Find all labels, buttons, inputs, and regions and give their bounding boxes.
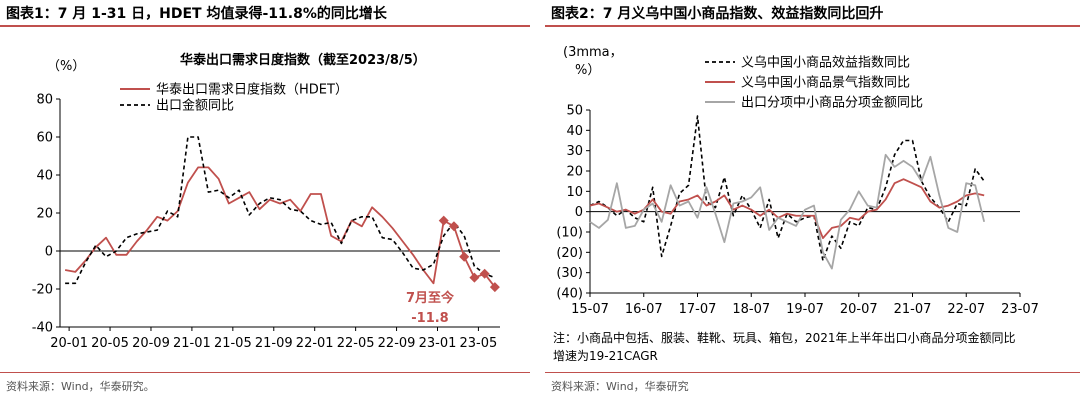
right-note: 注：小商品中包括、服装、鞋靴、玩具、箱包，2021年上半年出口小商品分项金额同比… — [553, 331, 1016, 363]
right-panel: 图表2：7 月义乌中国小商品指数、效益指数同比回升 50 40 30 20 10 0 (10… — [545, 0, 1080, 405]
left-highlight-marker — [459, 251, 470, 262]
right-source-rule — [545, 372, 1080, 373]
right-x-tick-label: 19-07 — [786, 302, 824, 317]
left-source-rule — [0, 372, 530, 373]
left-highlight-marker — [438, 215, 449, 226]
left-legend-label-0: 华泰出口需求日度指数（HDET） — [156, 82, 348, 98]
left-y-axis-label: （%） — [47, 59, 85, 74]
left-y-tick-label: 80 — [36, 93, 53, 108]
right-legend-label-2: 出口分项中小商品分项金额同比 — [741, 95, 923, 111]
right-chart: 50 40 30 20 10 0 (10) (20) (30) (40)15-07 16-07 17-… — [556, 45, 1039, 317]
right-y-tick-label: 20 — [566, 165, 583, 180]
left-highlight-marker — [479, 268, 490, 279]
left-x-tick-label: 22-05 — [337, 336, 375, 351]
left-source: 资料来源：Wind，华泰研究。 — [6, 380, 155, 393]
left-highlight-marker — [489, 282, 500, 293]
left-series-line-0 — [64, 166, 496, 288]
left-x-tick-label: 21-01 — [173, 336, 211, 351]
left-y-tick-label: 0 — [45, 245, 53, 260]
right-y-tick-label: 30 — [566, 144, 583, 159]
left-series-line-1 — [65, 136, 496, 285]
right-title-rule — [545, 25, 1080, 27]
right-figure-title: 图表2：7 月义乌中国小商品指数、效益指数同比回升 — [551, 6, 884, 22]
left-x-tick-label: 20-05 — [91, 336, 129, 351]
right-x-tick-label: 16-07 — [625, 302, 663, 317]
right-series-line-2 — [589, 153, 986, 270]
right-x-tick-label: 15-07 — [571, 302, 609, 317]
left-x-tick-label: 22-01 — [296, 336, 334, 351]
right-y-tick-label: (20) — [556, 246, 583, 261]
left-figure-title: 图表1：7 月 1-31 日，HDET 均值录得-11.8%的同比增长 — [6, 6, 387, 22]
left-annotation-period: 7月至今 — [406, 290, 455, 306]
right-legend-label-0: 义乌中国小商品效益指数同比 — [741, 55, 910, 71]
left-x-tick-label: 20-01 — [50, 336, 88, 351]
left-x-tick-label: 20-09 — [132, 336, 170, 351]
left-x-tick-label: 21-05 — [214, 336, 252, 351]
left-chart-title: 华泰出口需求日度指数（截至2023/8/5） — [180, 52, 426, 68]
left-y-tick-label: -20 — [32, 283, 53, 298]
left-title-rule — [0, 25, 530, 27]
right-x-tick-label: 22-07 — [947, 302, 985, 317]
right-x-tick-label: 23-07 — [1001, 302, 1039, 317]
left-x-tick-label: 21-09 — [255, 336, 293, 351]
right-y-axis-label-1: (3mma， — [563, 45, 623, 60]
right-x-tick-label: 20-07 — [840, 302, 878, 317]
left-y-tick-label: 40 — [36, 169, 53, 184]
right-y-tick-label: 10 — [566, 185, 583, 200]
left-highlight-marker — [448, 221, 459, 232]
right-series-line-0 — [589, 115, 985, 262]
left-x-tick-label: 23-01 — [419, 336, 457, 351]
right-x-tick-label: 21-07 — [894, 302, 932, 317]
right-y-tick-label: 50 — [566, 104, 583, 119]
left-panel: 图表1：7 月 1-31 日，HDET 均值录得-11.8%的同比增长 80 60… — [0, 0, 530, 405]
right-y-tick-label: (30) — [556, 266, 583, 281]
left-y-tick-label: 20 — [36, 207, 53, 222]
right-y-tick-label: (10) — [556, 226, 583, 241]
left-x-tick-label: 22-09 — [378, 336, 416, 351]
left-y-tick-label: -40 — [32, 321, 53, 336]
right-x-tick-label: 18-07 — [732, 302, 770, 317]
left-y-tick-label: 60 — [36, 131, 53, 146]
right-series-line-1 — [589, 178, 985, 240]
right-y-tick-label: 0 — [575, 205, 583, 220]
left-legend-label-1: 出口金额同比 — [156, 98, 234, 114]
right-legend-label-1: 义乌中国小商品景气指数同比 — [741, 75, 910, 91]
left-x-tick-label: 23-05 — [460, 336, 498, 351]
right-y-tick-label: 40 — [566, 124, 583, 139]
right-x-tick-label: 17-07 — [679, 302, 717, 317]
right-source: 资料来源：Wind，华泰研究 — [551, 380, 689, 393]
left-highlight-marker — [469, 272, 480, 283]
right-y-axis-label-2: %） — [575, 63, 600, 78]
right-y-tick-label: (40) — [556, 287, 583, 302]
left-annotation-value: -11.8 — [411, 311, 448, 326]
